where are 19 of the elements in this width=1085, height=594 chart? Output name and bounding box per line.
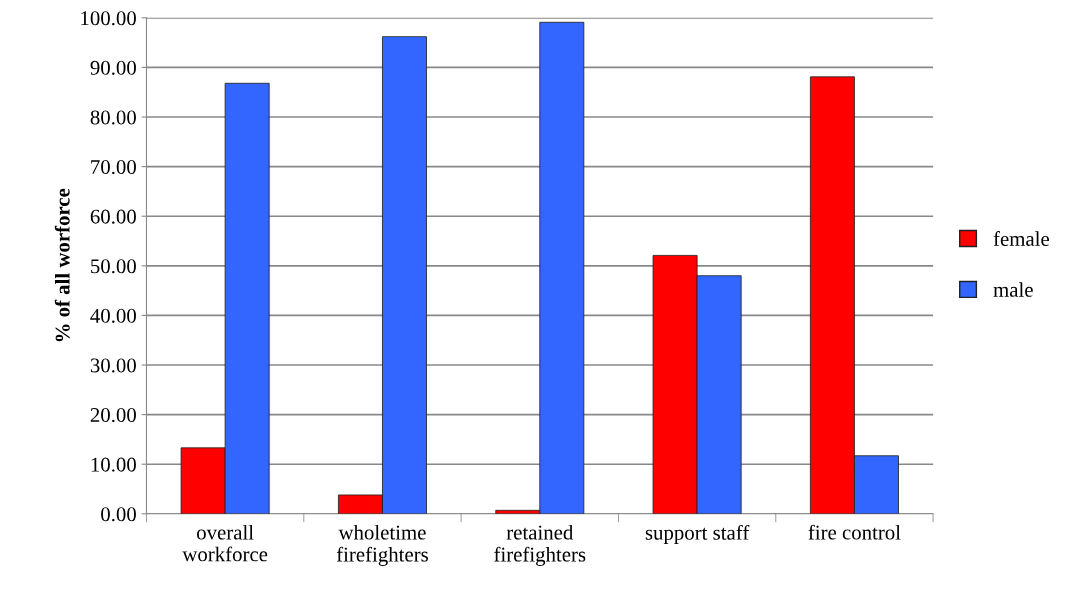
y-tick-label: 40.00 (90, 308, 136, 323)
x-tick-label: retained firefighters (494, 524, 586, 566)
x-tick-label: support staff (645, 524, 750, 545)
y-tick-label: 30.00 (90, 358, 136, 373)
y-tick-label: 70.00 (91, 159, 136, 175)
legend-label: female (993, 231, 1049, 246)
y-tick-label: 60.00 (90, 209, 136, 224)
y-tick-label: 100.00 (81, 11, 136, 26)
y-tick-label: 80.00 (90, 110, 136, 125)
y-tick-label: 10.00 (91, 457, 136, 472)
x-tick-label: overall workforce (182, 524, 268, 562)
y-axis-title: % of all worforce (54, 188, 70, 342)
x-tick-label: fire control (808, 524, 901, 540)
y-tick-label: 50.00 (91, 259, 136, 274)
y-tick-label: 20.00 (90, 407, 136, 423)
y-tick-label: 90.00 (90, 60, 136, 75)
x-tick-label: wholetime firefighters (336, 524, 428, 566)
y-tick-label: 0.00 (101, 507, 136, 522)
legend-label: male (993, 282, 1033, 297)
